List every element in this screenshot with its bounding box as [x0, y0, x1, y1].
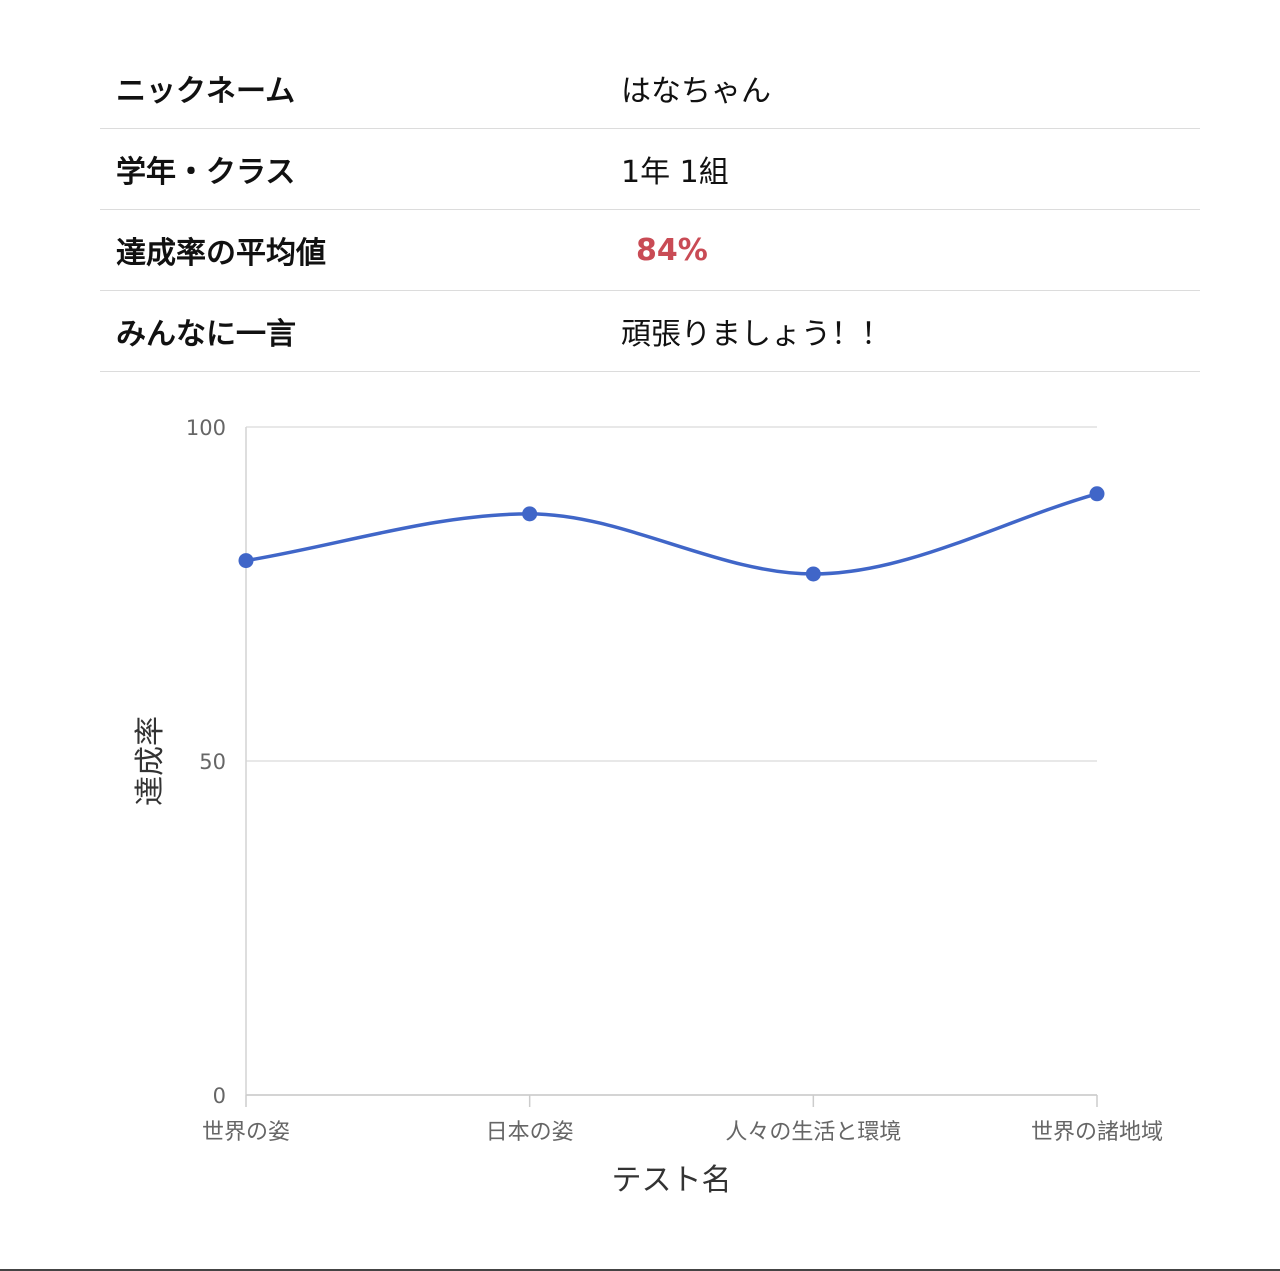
- profile-row-message: みんなに一言 頑張りましょう！！: [100, 291, 1200, 372]
- profile-row-average: 達成率の平均値 84%: [100, 210, 1200, 291]
- x-tick-label-3: 世界の諸地域: [1031, 1120, 1163, 1145]
- message-value: 頑張りましょう！！: [621, 317, 891, 352]
- grade-class-label: 学年・クラス: [116, 155, 296, 190]
- average-label: 達成率の平均値: [116, 236, 326, 271]
- nickname-value: はなちゃん: [621, 74, 771, 109]
- profile-table: ニックネーム はなちゃん 学年・クラス 1年 1組 達成率の平均値 84% みん…: [100, 48, 1200, 372]
- bottom-divider: [0, 1269, 1280, 1271]
- profile-row-grade-class: 学年・クラス 1年 1組: [100, 129, 1200, 210]
- x-axis-title: テスト名: [612, 1163, 732, 1198]
- data-point-0-3: [1089, 486, 1105, 502]
- x-tick-label-0: 世界の姿: [202, 1120, 290, 1145]
- data-point-0-1: [522, 506, 538, 522]
- profile-row-nickname: ニックネーム はなちゃん: [100, 48, 1200, 129]
- grade-class-value: 1年 1組: [621, 155, 729, 190]
- data-point-0-0: [238, 553, 254, 569]
- message-label: みんなに一言: [116, 317, 296, 352]
- y-axis-title: 達成率: [133, 716, 168, 806]
- average-value: 84%: [636, 232, 708, 268]
- achievement-chart: 0 50 100 世界の姿 日本の姿 人々の生活と環境 世界の諸地域テスト名 達成率: [0, 380, 1280, 1210]
- y-tick-label-1: 50: [199, 750, 226, 774]
- nickname-label: ニックネーム: [116, 74, 296, 109]
- x-tick-label-2: 人々の生活と環境: [725, 1120, 901, 1145]
- x-tick-label-1: 日本の姿: [486, 1120, 574, 1145]
- y-tick-label-0: 0: [213, 1084, 226, 1108]
- series-line-0: [245, 492, 1098, 576]
- y-tick-label-2: 100: [186, 416, 226, 440]
- data-point-0-2: [805, 566, 821, 582]
